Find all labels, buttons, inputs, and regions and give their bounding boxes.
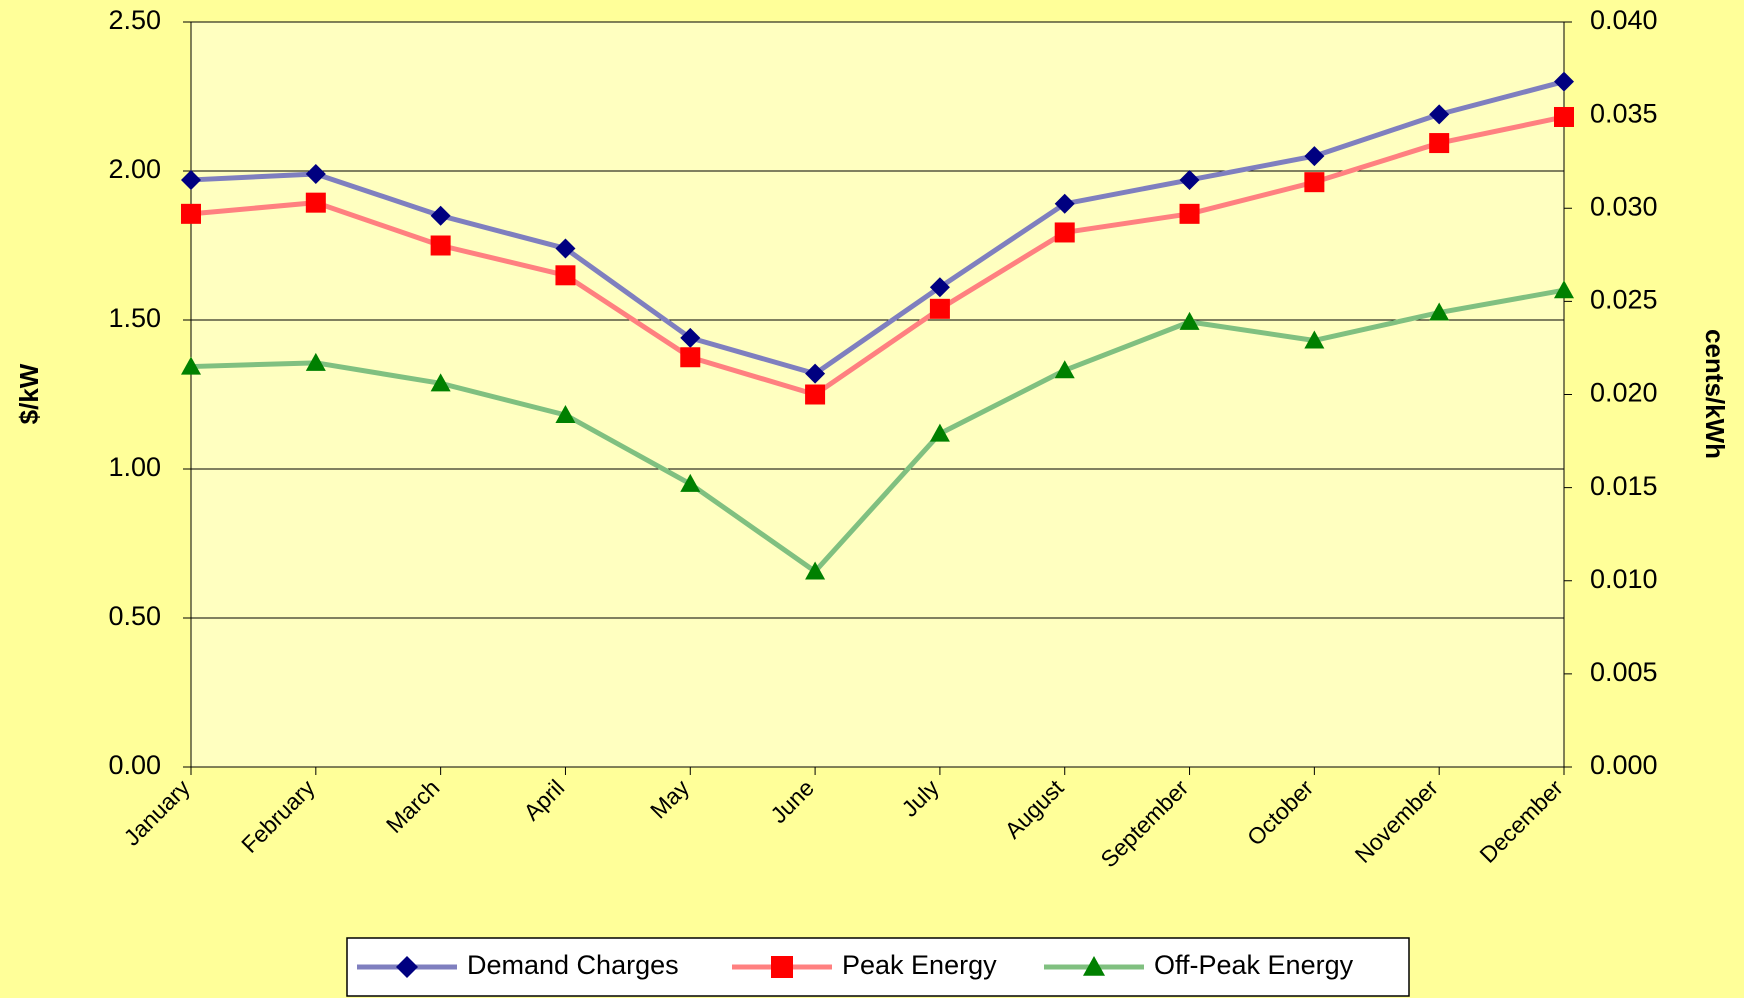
marker	[305, 192, 326, 213]
marker	[805, 561, 826, 580]
marker	[430, 235, 451, 256]
y2-tick-label: 0.030	[1590, 191, 1658, 221]
y2-tick-label: 0.040	[1590, 5, 1658, 35]
marker	[1054, 193, 1075, 214]
marker	[181, 356, 201, 375]
y2-tick-label: 0.000	[1590, 750, 1658, 780]
y-tick-label: 2.50	[108, 5, 161, 35]
y2-tick-label: 0.005	[1590, 657, 1658, 687]
marker	[1554, 280, 1574, 299]
marker	[181, 169, 201, 190]
y2-tick-label: 0.015	[1590, 471, 1658, 501]
marker	[1554, 71, 1574, 92]
marker	[1179, 203, 1200, 224]
marker	[555, 404, 576, 423]
y-tick-label: 1.50	[108, 303, 161, 333]
marker	[181, 203, 201, 224]
marker	[396, 956, 418, 978]
marker	[305, 163, 326, 184]
legend-box	[346, 937, 1410, 997]
marker	[1054, 222, 1075, 243]
marker	[771, 956, 793, 978]
marker	[1179, 169, 1200, 190]
marker	[430, 373, 451, 392]
y-tick-label: 1.00	[108, 452, 161, 482]
marker	[1304, 146, 1325, 167]
marker	[1054, 360, 1075, 379]
y-tick-label: 0.50	[108, 601, 161, 631]
marker	[805, 384, 826, 405]
marker	[555, 265, 576, 286]
legend: Demand Charges Peak Energy Off-Peak Energy	[346, 937, 1410, 997]
legend-label: Peak Energy	[842, 950, 997, 980]
legend-label: Demand Charges	[467, 950, 679, 980]
y2-axis-title: cents/kWh	[1700, 329, 1730, 459]
y-tick-label: 2.00	[108, 154, 161, 184]
y2-tick-label: 0.025	[1590, 285, 1658, 315]
series-line	[190, 114, 1565, 397]
marker	[1083, 956, 1105, 976]
marker	[680, 327, 701, 348]
y2-tick-label: 0.010	[1590, 564, 1658, 594]
series-line	[190, 287, 1565, 574]
marker	[929, 423, 950, 442]
y2-tick-label: 0.020	[1590, 378, 1658, 408]
marker	[680, 347, 701, 368]
marker	[1429, 302, 1450, 321]
marker	[1304, 330, 1325, 349]
series-line	[190, 79, 1565, 377]
marker	[929, 277, 950, 298]
marker	[1304, 172, 1325, 193]
marker	[1429, 104, 1450, 125]
legend-label: Off-Peak Energy	[1154, 950, 1354, 980]
marker	[1554, 106, 1574, 127]
y-tick-label: 0.00	[108, 750, 161, 780]
y-axis-title: $/kW	[14, 363, 44, 424]
marker	[1179, 311, 1200, 330]
marker	[430, 205, 451, 226]
marker	[555, 238, 576, 259]
marker	[805, 363, 826, 384]
plot-area	[191, 22, 1564, 767]
y2-tick-label: 0.035	[1590, 98, 1658, 128]
marker	[929, 298, 950, 319]
marker	[680, 473, 701, 492]
marker	[305, 352, 326, 371]
marker	[1429, 133, 1450, 154]
